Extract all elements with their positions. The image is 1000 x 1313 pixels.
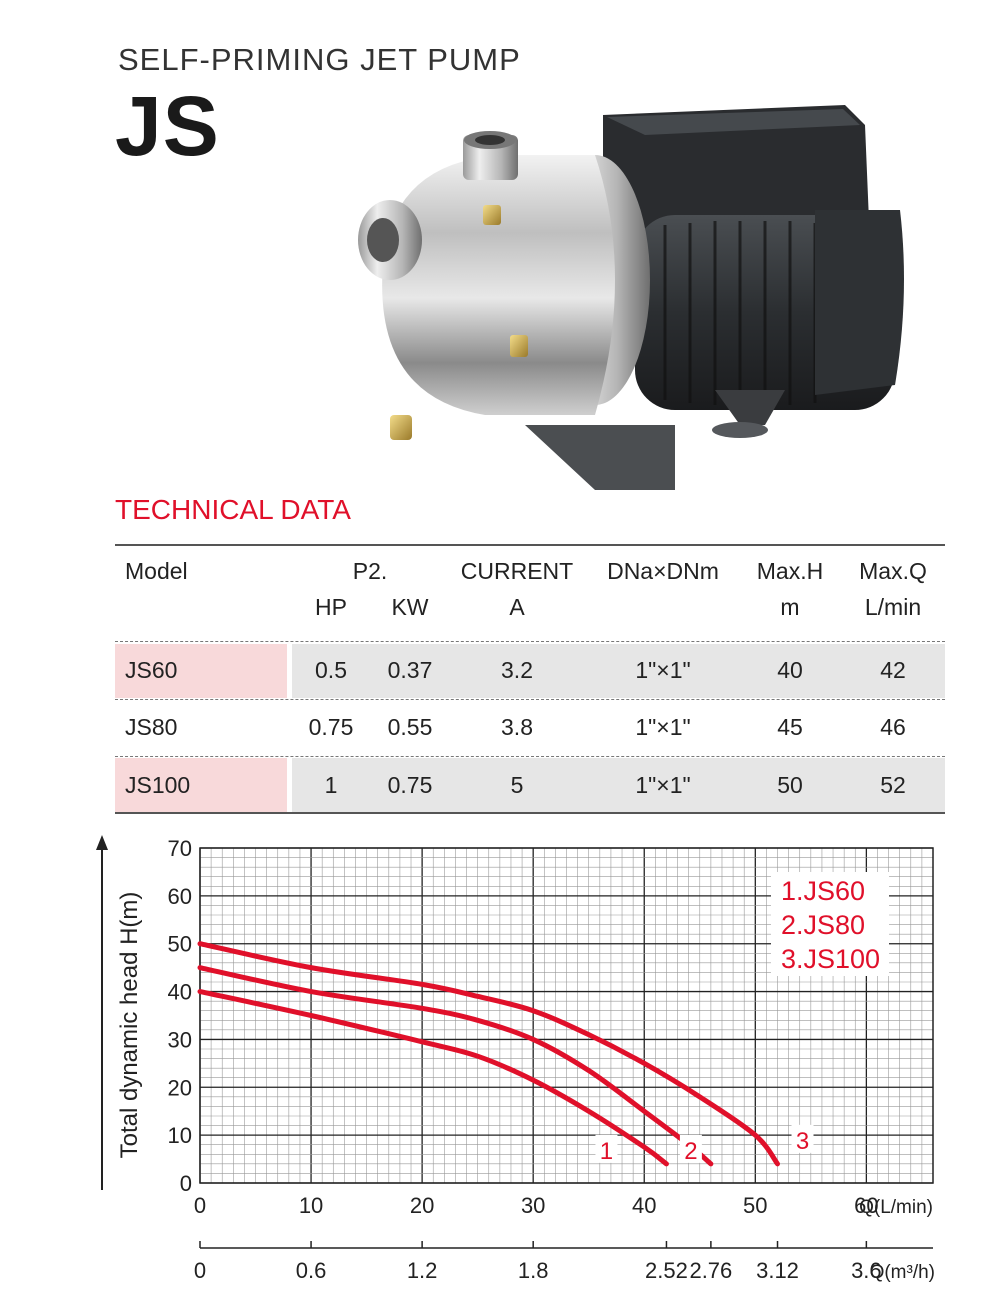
x2-tick-label: 3.12	[756, 1258, 799, 1283]
x-tick-label: 10	[299, 1193, 323, 1218]
y-axis-arrowhead	[96, 835, 108, 850]
table-cell-kw: 0.37	[387, 657, 433, 683]
table-cell-hp: 0.5	[315, 657, 347, 683]
header-current-unit: A	[509, 594, 525, 620]
legend-item: 2.JS80	[781, 910, 865, 940]
legend-box	[771, 872, 889, 976]
table-bottom-rule	[115, 812, 945, 814]
header-p2: P2.	[352, 558, 388, 584]
table-cell-model: JS80	[125, 714, 178, 740]
table-cell-kw: 0.75	[387, 772, 433, 798]
x-tick-label: 60	[854, 1193, 878, 1218]
header-hp: HP	[315, 594, 347, 620]
y-tick-label: 40	[168, 980, 192, 1005]
header-dn: DNa×DNm	[607, 558, 719, 584]
y-tick-label: 0	[180, 1171, 192, 1196]
curve-3.JS100	[197, 941, 781, 1167]
x-axis-label: Q(L/min)	[859, 1197, 933, 1218]
table-cell-kw: 0.55	[387, 714, 433, 740]
subtitle: SELF-PRIMING JET PUMP	[118, 42, 521, 77]
table-cell-maxh: 45	[777, 714, 803, 740]
table-cell-maxh: 50	[777, 772, 803, 798]
table-top-rule	[115, 544, 945, 546]
legend-item: 1.JS60	[781, 876, 865, 906]
table-cell-maxq: 52	[880, 772, 906, 798]
x2-tick-label: 2.52	[645, 1258, 688, 1283]
header-maxh-unit: m	[780, 594, 800, 620]
x-tick-label: 0	[194, 1193, 206, 1218]
table-cell-current: 3.8	[501, 714, 533, 740]
y-tick-label: 30	[168, 1027, 192, 1052]
table-cell-dn: 1"×1"	[635, 657, 691, 683]
curve-marker: 1	[600, 1138, 613, 1165]
curve-2.JS80	[197, 965, 714, 1167]
pump-image	[358, 105, 904, 490]
x2-tick-label: 2.76	[689, 1258, 732, 1283]
table-cell-maxq: 42	[880, 657, 906, 683]
row-data-highlight	[292, 758, 945, 812]
curve-1.JS60	[197, 989, 669, 1167]
table-cell-current: 3.2	[501, 657, 533, 683]
table-cell-hp: 1	[324, 772, 338, 798]
row-data-highlight	[292, 644, 945, 698]
row-model-highlight	[115, 644, 287, 698]
curve-marker: 3	[796, 1128, 809, 1155]
plot-frame	[199, 847, 934, 1184]
table-cell-current: 5	[510, 772, 524, 798]
y-tick-label: 60	[168, 884, 192, 909]
row-model-highlight	[115, 758, 287, 812]
x2-tick-label: 0.6	[296, 1258, 327, 1283]
y-tick-label: 70	[168, 836, 192, 861]
table-cell-model: JS100	[125, 772, 191, 798]
table-header-rule	[115, 641, 945, 642]
curve-marker-bg	[679, 1134, 702, 1163]
model-title: JS	[115, 79, 220, 173]
y-tick-label: 20	[168, 1075, 192, 1100]
x-tick-label: 40	[632, 1193, 656, 1218]
x2-tick-label: 1.8	[518, 1258, 549, 1283]
y-tick-label: 50	[168, 932, 192, 957]
header-maxq-unit: L/min	[864, 594, 922, 620]
header-maxh: Max.H	[756, 558, 824, 584]
y-tick-label: 10	[168, 1123, 192, 1148]
x2-tick-label: 0	[194, 1258, 206, 1283]
x2-axis-label: Q(m³/h)	[870, 1262, 935, 1283]
row-divider	[115, 699, 945, 700]
header-maxq: Max.Q	[859, 558, 927, 584]
x2-tick-label: 3.6	[851, 1258, 882, 1283]
curve-marker: 2	[684, 1138, 697, 1165]
table-cell-maxh: 40	[777, 657, 803, 683]
section-title: TECHNICAL DATA	[115, 494, 351, 525]
x2-tick-label: 1.2	[407, 1258, 438, 1283]
header-model: Model	[125, 558, 188, 584]
x-tick-label: 50	[743, 1193, 767, 1218]
table-cell-dn: 1"×1"	[635, 772, 691, 798]
table-cell-hp: 0.75	[308, 714, 354, 740]
curve-marker-bg	[791, 1124, 814, 1153]
table-cell-model: JS60	[125, 657, 178, 683]
curve-marker-bg	[595, 1134, 618, 1163]
table-cell-maxq: 46	[880, 714, 906, 740]
x-tick-label: 20	[410, 1193, 434, 1218]
x-tick-label: 30	[521, 1193, 545, 1218]
legend-item: 3.JS100	[781, 944, 880, 974]
table-cell-dn: 1"×1"	[635, 714, 691, 740]
y-axis-label: Total dynamic head H(m)	[116, 892, 143, 1159]
row-divider	[115, 756, 945, 757]
header-kw: KW	[391, 594, 429, 620]
header-current: CURRENT	[460, 558, 574, 584]
technical-data-table: Model P2. HP KW CURRENT A DNa×DNm Max.H …	[115, 544, 945, 814]
